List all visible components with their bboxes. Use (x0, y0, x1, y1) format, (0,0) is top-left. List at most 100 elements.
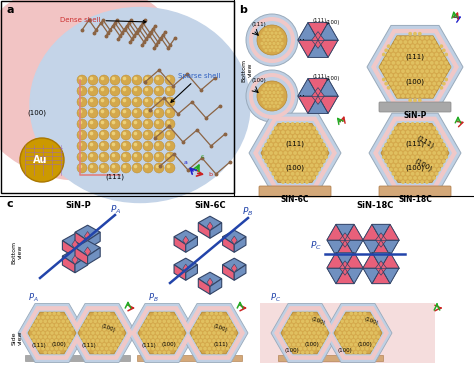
Circle shape (305, 319, 309, 323)
Circle shape (310, 335, 313, 339)
Circle shape (46, 316, 49, 319)
Circle shape (305, 147, 309, 151)
Circle shape (123, 99, 126, 102)
Circle shape (403, 143, 407, 147)
Circle shape (160, 323, 164, 327)
Circle shape (134, 110, 137, 113)
Circle shape (64, 316, 67, 319)
Circle shape (145, 335, 148, 339)
Circle shape (283, 327, 287, 331)
Circle shape (151, 323, 155, 327)
Circle shape (274, 126, 278, 130)
Polygon shape (324, 304, 392, 362)
Circle shape (293, 134, 297, 138)
Circle shape (110, 86, 120, 96)
Polygon shape (249, 113, 341, 193)
Circle shape (442, 74, 446, 77)
Circle shape (264, 159, 268, 163)
Circle shape (389, 74, 393, 77)
Circle shape (354, 343, 357, 347)
Circle shape (48, 335, 52, 339)
Circle shape (394, 57, 398, 61)
Polygon shape (63, 241, 75, 257)
Circle shape (303, 347, 307, 350)
Circle shape (109, 331, 113, 335)
Circle shape (423, 40, 427, 44)
Circle shape (114, 331, 117, 335)
Circle shape (154, 152, 164, 162)
Circle shape (278, 45, 282, 49)
Circle shape (169, 347, 173, 350)
Circle shape (315, 164, 319, 167)
Circle shape (154, 335, 157, 339)
Circle shape (290, 316, 293, 319)
Polygon shape (327, 224, 363, 255)
Circle shape (423, 168, 427, 172)
Circle shape (90, 132, 93, 135)
Circle shape (167, 99, 170, 102)
Circle shape (44, 319, 47, 323)
Circle shape (59, 316, 63, 319)
Circle shape (165, 141, 175, 151)
Circle shape (406, 44, 410, 48)
Circle shape (370, 339, 374, 343)
Circle shape (410, 139, 414, 142)
Circle shape (387, 52, 391, 56)
Circle shape (310, 312, 313, 315)
Circle shape (91, 323, 95, 327)
Circle shape (283, 143, 287, 147)
Circle shape (305, 155, 309, 159)
Circle shape (66, 319, 70, 323)
Circle shape (221, 347, 225, 350)
Circle shape (68, 331, 72, 335)
Circle shape (283, 176, 287, 180)
Circle shape (291, 180, 294, 184)
Circle shape (66, 343, 70, 347)
Circle shape (310, 351, 313, 354)
Circle shape (266, 87, 270, 91)
Circle shape (112, 77, 115, 80)
Circle shape (365, 323, 369, 327)
Circle shape (270, 38, 273, 42)
Circle shape (134, 143, 137, 146)
Circle shape (132, 141, 142, 151)
Circle shape (268, 28, 272, 31)
Circle shape (99, 130, 109, 140)
Circle shape (281, 155, 285, 159)
Circle shape (305, 172, 309, 176)
Circle shape (430, 61, 434, 65)
Circle shape (112, 143, 115, 146)
Circle shape (401, 61, 405, 65)
Circle shape (420, 180, 424, 184)
Circle shape (226, 331, 229, 335)
Circle shape (286, 180, 290, 184)
Circle shape (260, 91, 264, 94)
Circle shape (30, 327, 34, 331)
Circle shape (143, 141, 153, 151)
Circle shape (410, 172, 414, 176)
Circle shape (401, 69, 405, 73)
Text: (111): (111) (105, 173, 124, 180)
Circle shape (112, 99, 115, 102)
Circle shape (269, 168, 273, 172)
Polygon shape (186, 265, 198, 280)
Circle shape (406, 86, 410, 90)
Circle shape (293, 126, 297, 130)
Circle shape (269, 134, 273, 138)
Circle shape (155, 347, 159, 350)
Polygon shape (72, 240, 78, 249)
Circle shape (59, 347, 63, 350)
Circle shape (423, 74, 427, 77)
Circle shape (437, 151, 441, 155)
Circle shape (145, 154, 148, 157)
Circle shape (53, 351, 56, 354)
Circle shape (317, 168, 321, 172)
Text: (100): (100) (305, 342, 319, 347)
Circle shape (394, 151, 398, 155)
Circle shape (143, 163, 153, 173)
Circle shape (99, 152, 109, 162)
Circle shape (338, 339, 342, 343)
Circle shape (154, 312, 157, 315)
Circle shape (288, 176, 292, 180)
Circle shape (347, 339, 351, 343)
